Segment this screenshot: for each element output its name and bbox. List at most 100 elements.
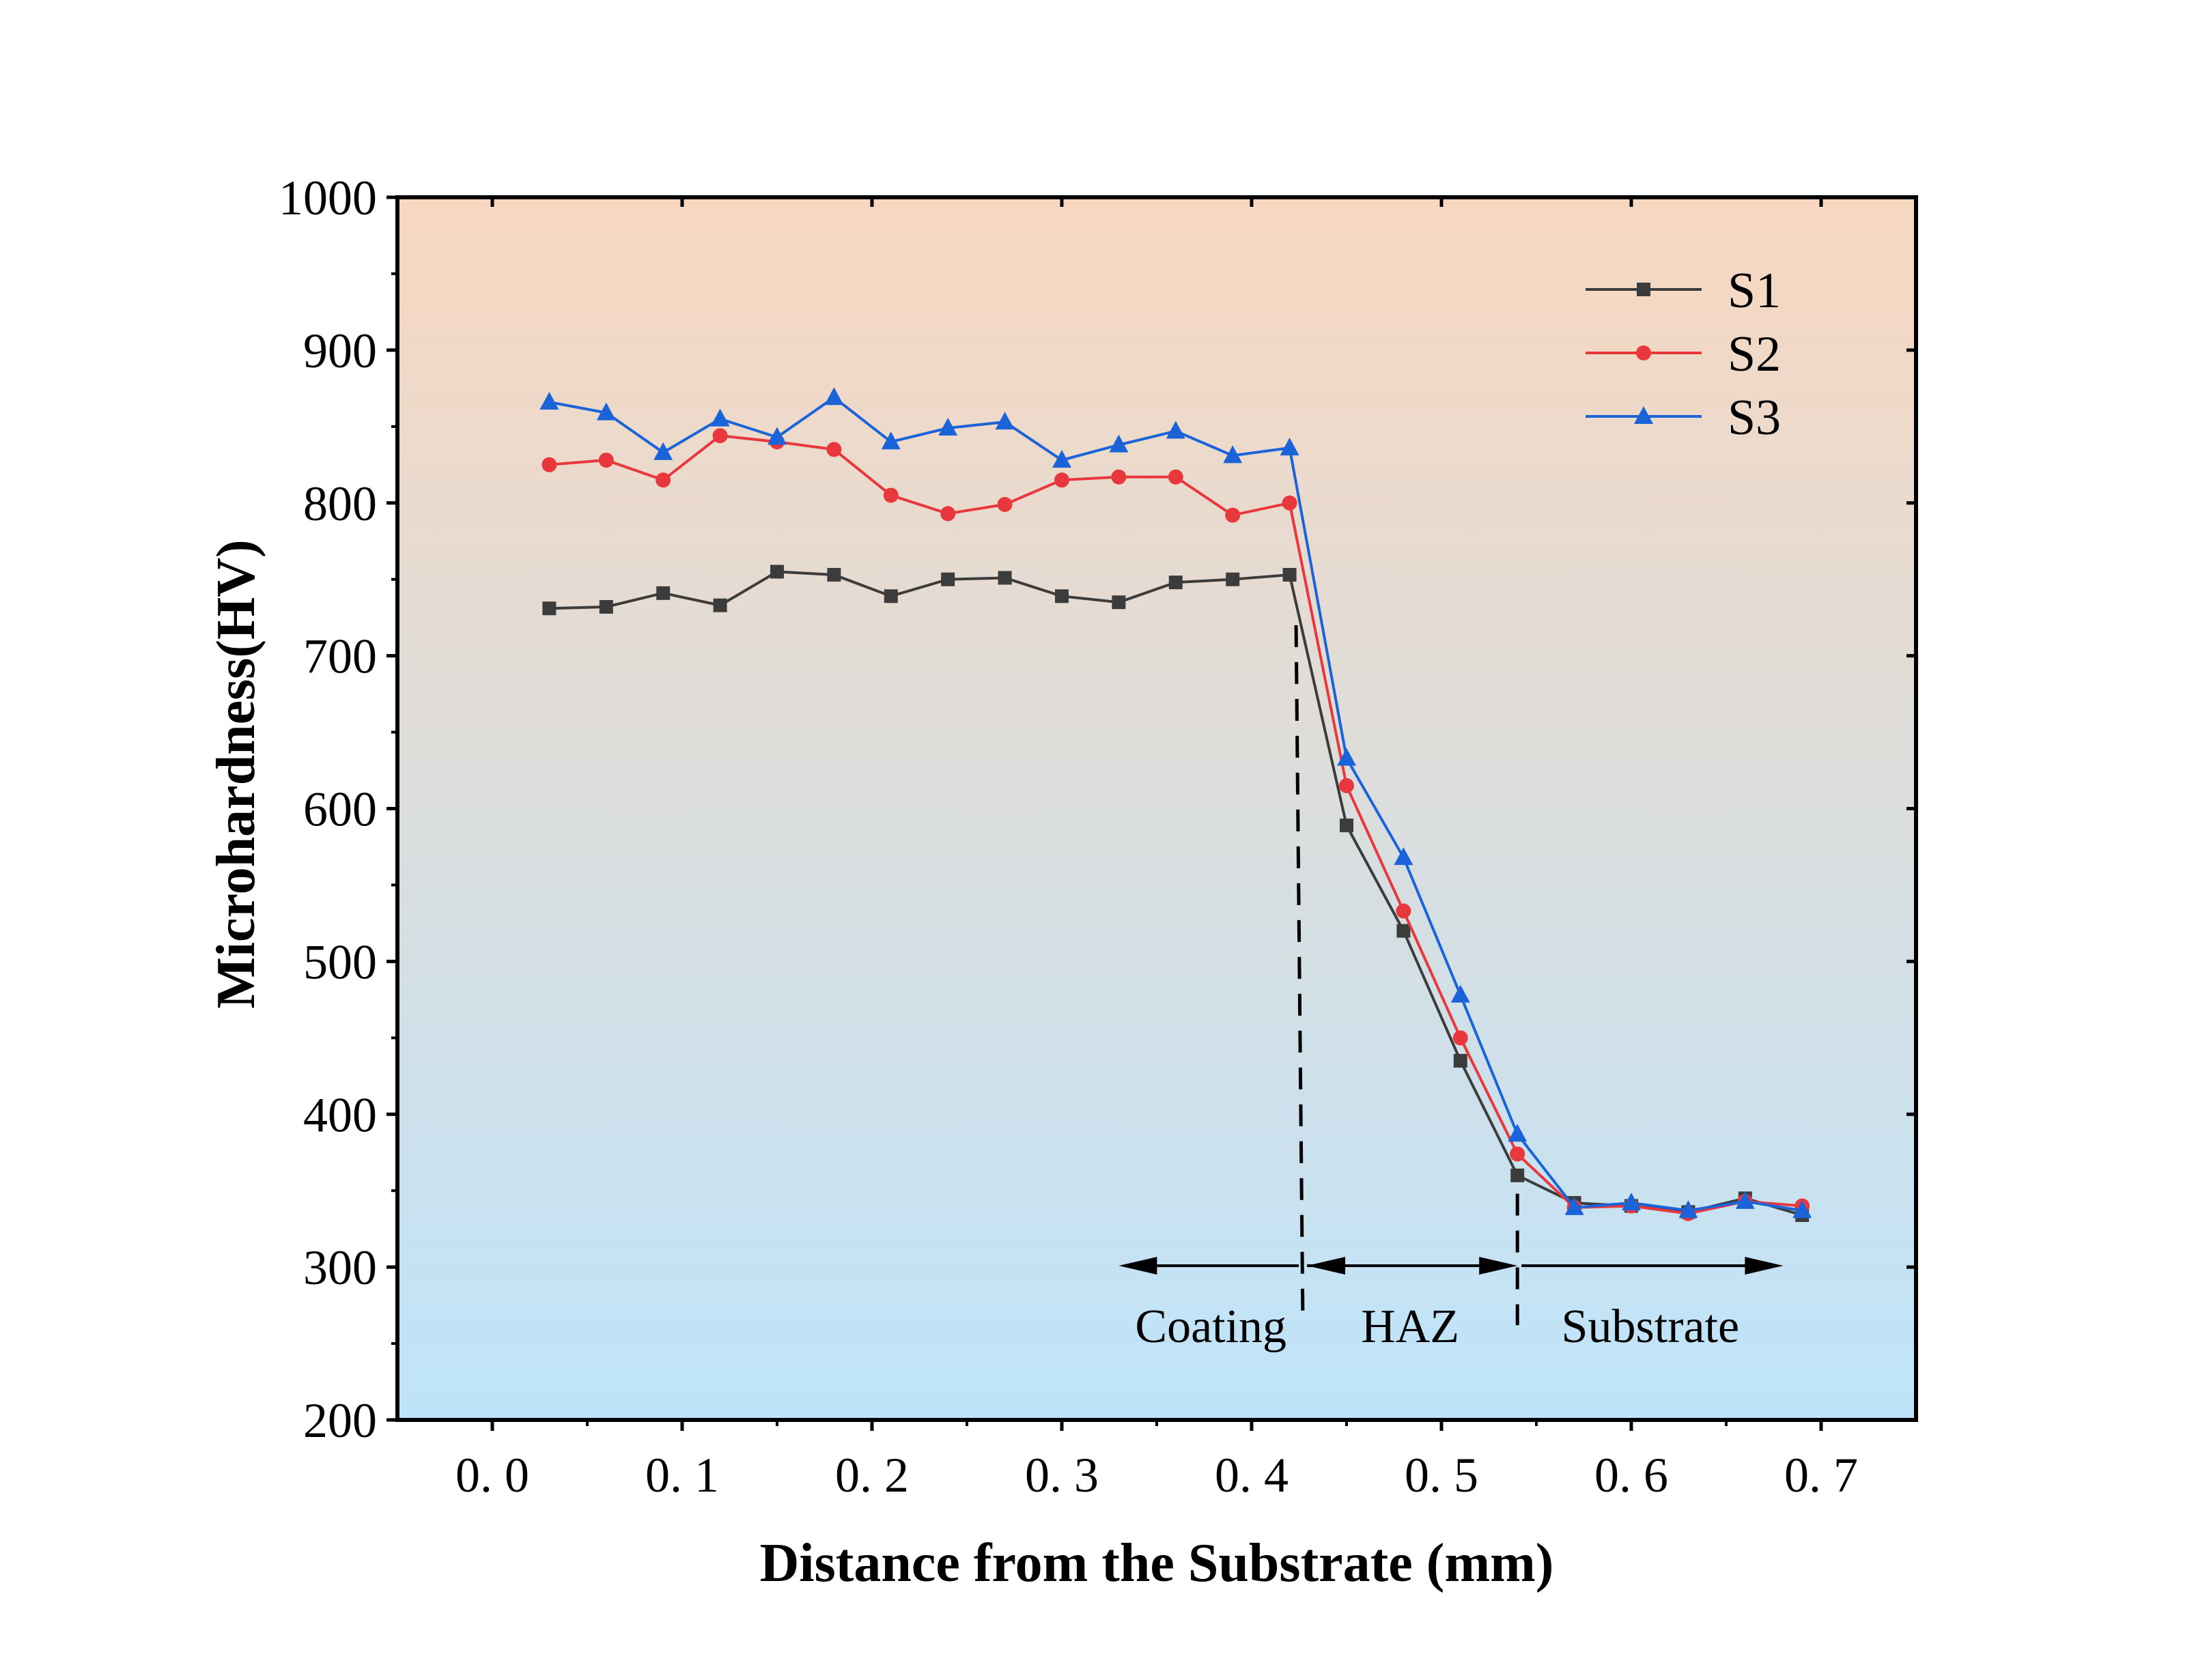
x-tick-label: 0. 4 (1215, 1448, 1289, 1503)
region-arrow-head (1307, 1257, 1346, 1275)
region-arrow-head (1479, 1257, 1518, 1275)
data-point-s2 (1452, 1030, 1468, 1046)
legend-marker (1634, 406, 1653, 424)
legend-item-s2: S2 (1586, 326, 1781, 382)
data-point-s2 (1111, 469, 1127, 485)
data-point-s3 (1394, 847, 1413, 866)
data-point-s3 (596, 402, 616, 421)
series-layer (539, 387, 1812, 1223)
data-point-s1 (542, 601, 557, 616)
region-label: Coating (1135, 1300, 1286, 1353)
data-point-s3 (1109, 434, 1129, 453)
data-point-s3 (1735, 1191, 1755, 1209)
data-point-s3 (938, 418, 958, 436)
data-point-s2 (1282, 495, 1297, 511)
data-point-s1 (1340, 818, 1353, 833)
data-point-s1 (1055, 589, 1069, 603)
data-point-s2 (826, 442, 842, 457)
data-point-s2 (1225, 507, 1241, 523)
data-point-s3 (1052, 450, 1071, 468)
region-annotations: Coating HAZ Substrate (1118, 625, 1784, 1353)
x-axis: 0. 0 0. 1 0. 2 0. 3 0. 4 0. 5 0. 6 0. 7 (455, 197, 1858, 1503)
region-arrow-head (1118, 1257, 1157, 1275)
data-point-s2 (1054, 472, 1069, 488)
data-point-s3 (539, 391, 559, 410)
legend-label: S2 (1728, 326, 1781, 382)
legend: S1 S2 S3 (1586, 263, 1781, 446)
x-tick-label: 0. 7 (1784, 1448, 1858, 1503)
coating-boundary-line (1294, 625, 1305, 1326)
data-point-s1 (1282, 567, 1297, 582)
data-point-s1 (1168, 575, 1183, 590)
x-tick-label: 0. 1 (645, 1448, 719, 1503)
region-label: HAZ (1361, 1300, 1459, 1353)
y-axis-title: Microhardness(HV) (206, 539, 266, 1008)
data-point-s3 (710, 408, 730, 427)
y-tick-label: 300 (303, 1240, 377, 1295)
plot-background (397, 197, 1916, 1420)
x-tick-label: 0. 6 (1594, 1448, 1668, 1503)
y-tick-label: 700 (303, 629, 377, 684)
y-tick-label: 900 (303, 324, 377, 378)
data-point-s1 (770, 565, 784, 579)
y-tick-label: 1000 (279, 171, 377, 225)
data-point-s2 (1339, 778, 1354, 793)
x-tick-label: 0. 0 (455, 1448, 529, 1503)
data-point-s1 (599, 599, 613, 614)
data-point-s1 (998, 571, 1012, 585)
region-label: Substrate (1562, 1300, 1740, 1353)
legend-item-s3: S3 (1586, 390, 1781, 446)
data-point-s2 (940, 506, 956, 522)
legend-marker (1637, 283, 1650, 296)
data-point-s3 (653, 442, 673, 460)
data-point-s3 (1564, 1197, 1584, 1215)
data-point-s1 (713, 598, 727, 612)
y-tick-label: 800 (303, 476, 377, 531)
data-point-s2 (1168, 469, 1183, 485)
data-point-s1 (827, 567, 841, 582)
data-point-s2 (712, 428, 728, 444)
x-tick-label: 0. 5 (1405, 1448, 1478, 1503)
data-point-s1 (941, 572, 955, 586)
data-point-s3 (1280, 438, 1299, 456)
data-point-s3 (1622, 1193, 1641, 1211)
data-point-s3 (995, 412, 1015, 430)
data-point-s2 (541, 457, 557, 472)
data-point-s1 (1226, 572, 1240, 586)
data-point-s3 (1166, 421, 1185, 439)
data-point-s3 (1508, 1124, 1528, 1142)
data-point-s2 (1396, 903, 1411, 919)
data-point-s3 (1792, 1200, 1812, 1219)
x-tick-label: 0. 2 (835, 1448, 909, 1503)
legend-label: S1 (1728, 263, 1781, 319)
data-point-s1 (1453, 1053, 1467, 1068)
region-arrow-head (1745, 1257, 1784, 1275)
data-point-s2 (1510, 1146, 1525, 1162)
data-point-s3 (768, 427, 787, 445)
legend-label: S3 (1728, 390, 1781, 446)
data-point-s1 (1510, 1168, 1525, 1182)
data-point-s1 (1112, 595, 1126, 610)
data-point-s3 (1450, 984, 1470, 1003)
y-axis: 200 300 400 500 600 700 800 900 1000 (279, 171, 1916, 1448)
legend-item-s1: S1 (1586, 263, 1781, 319)
x-axis-title: Distance from the Substrate (mm) (760, 1533, 1554, 1593)
data-point-s1 (884, 589, 898, 603)
data-point-s2 (598, 453, 614, 468)
y-tick-label: 600 (303, 782, 377, 837)
data-point-s1 (1396, 924, 1411, 938)
y-tick-label: 500 (303, 935, 377, 989)
series-s3 (539, 387, 1812, 1219)
data-point-s1 (656, 586, 671, 600)
legend-marker (1636, 345, 1651, 360)
data-point-s2 (997, 496, 1013, 512)
data-point-s3 (824, 387, 844, 405)
x-tick-label: 0. 3 (1025, 1448, 1099, 1503)
y-tick-label: 400 (303, 1087, 377, 1142)
data-point-s3 (1678, 1200, 1698, 1219)
data-point-s2 (883, 487, 899, 503)
data-point-s2 (656, 472, 671, 488)
data-point-s3 (1337, 748, 1356, 766)
data-point-s3 (1223, 445, 1243, 464)
